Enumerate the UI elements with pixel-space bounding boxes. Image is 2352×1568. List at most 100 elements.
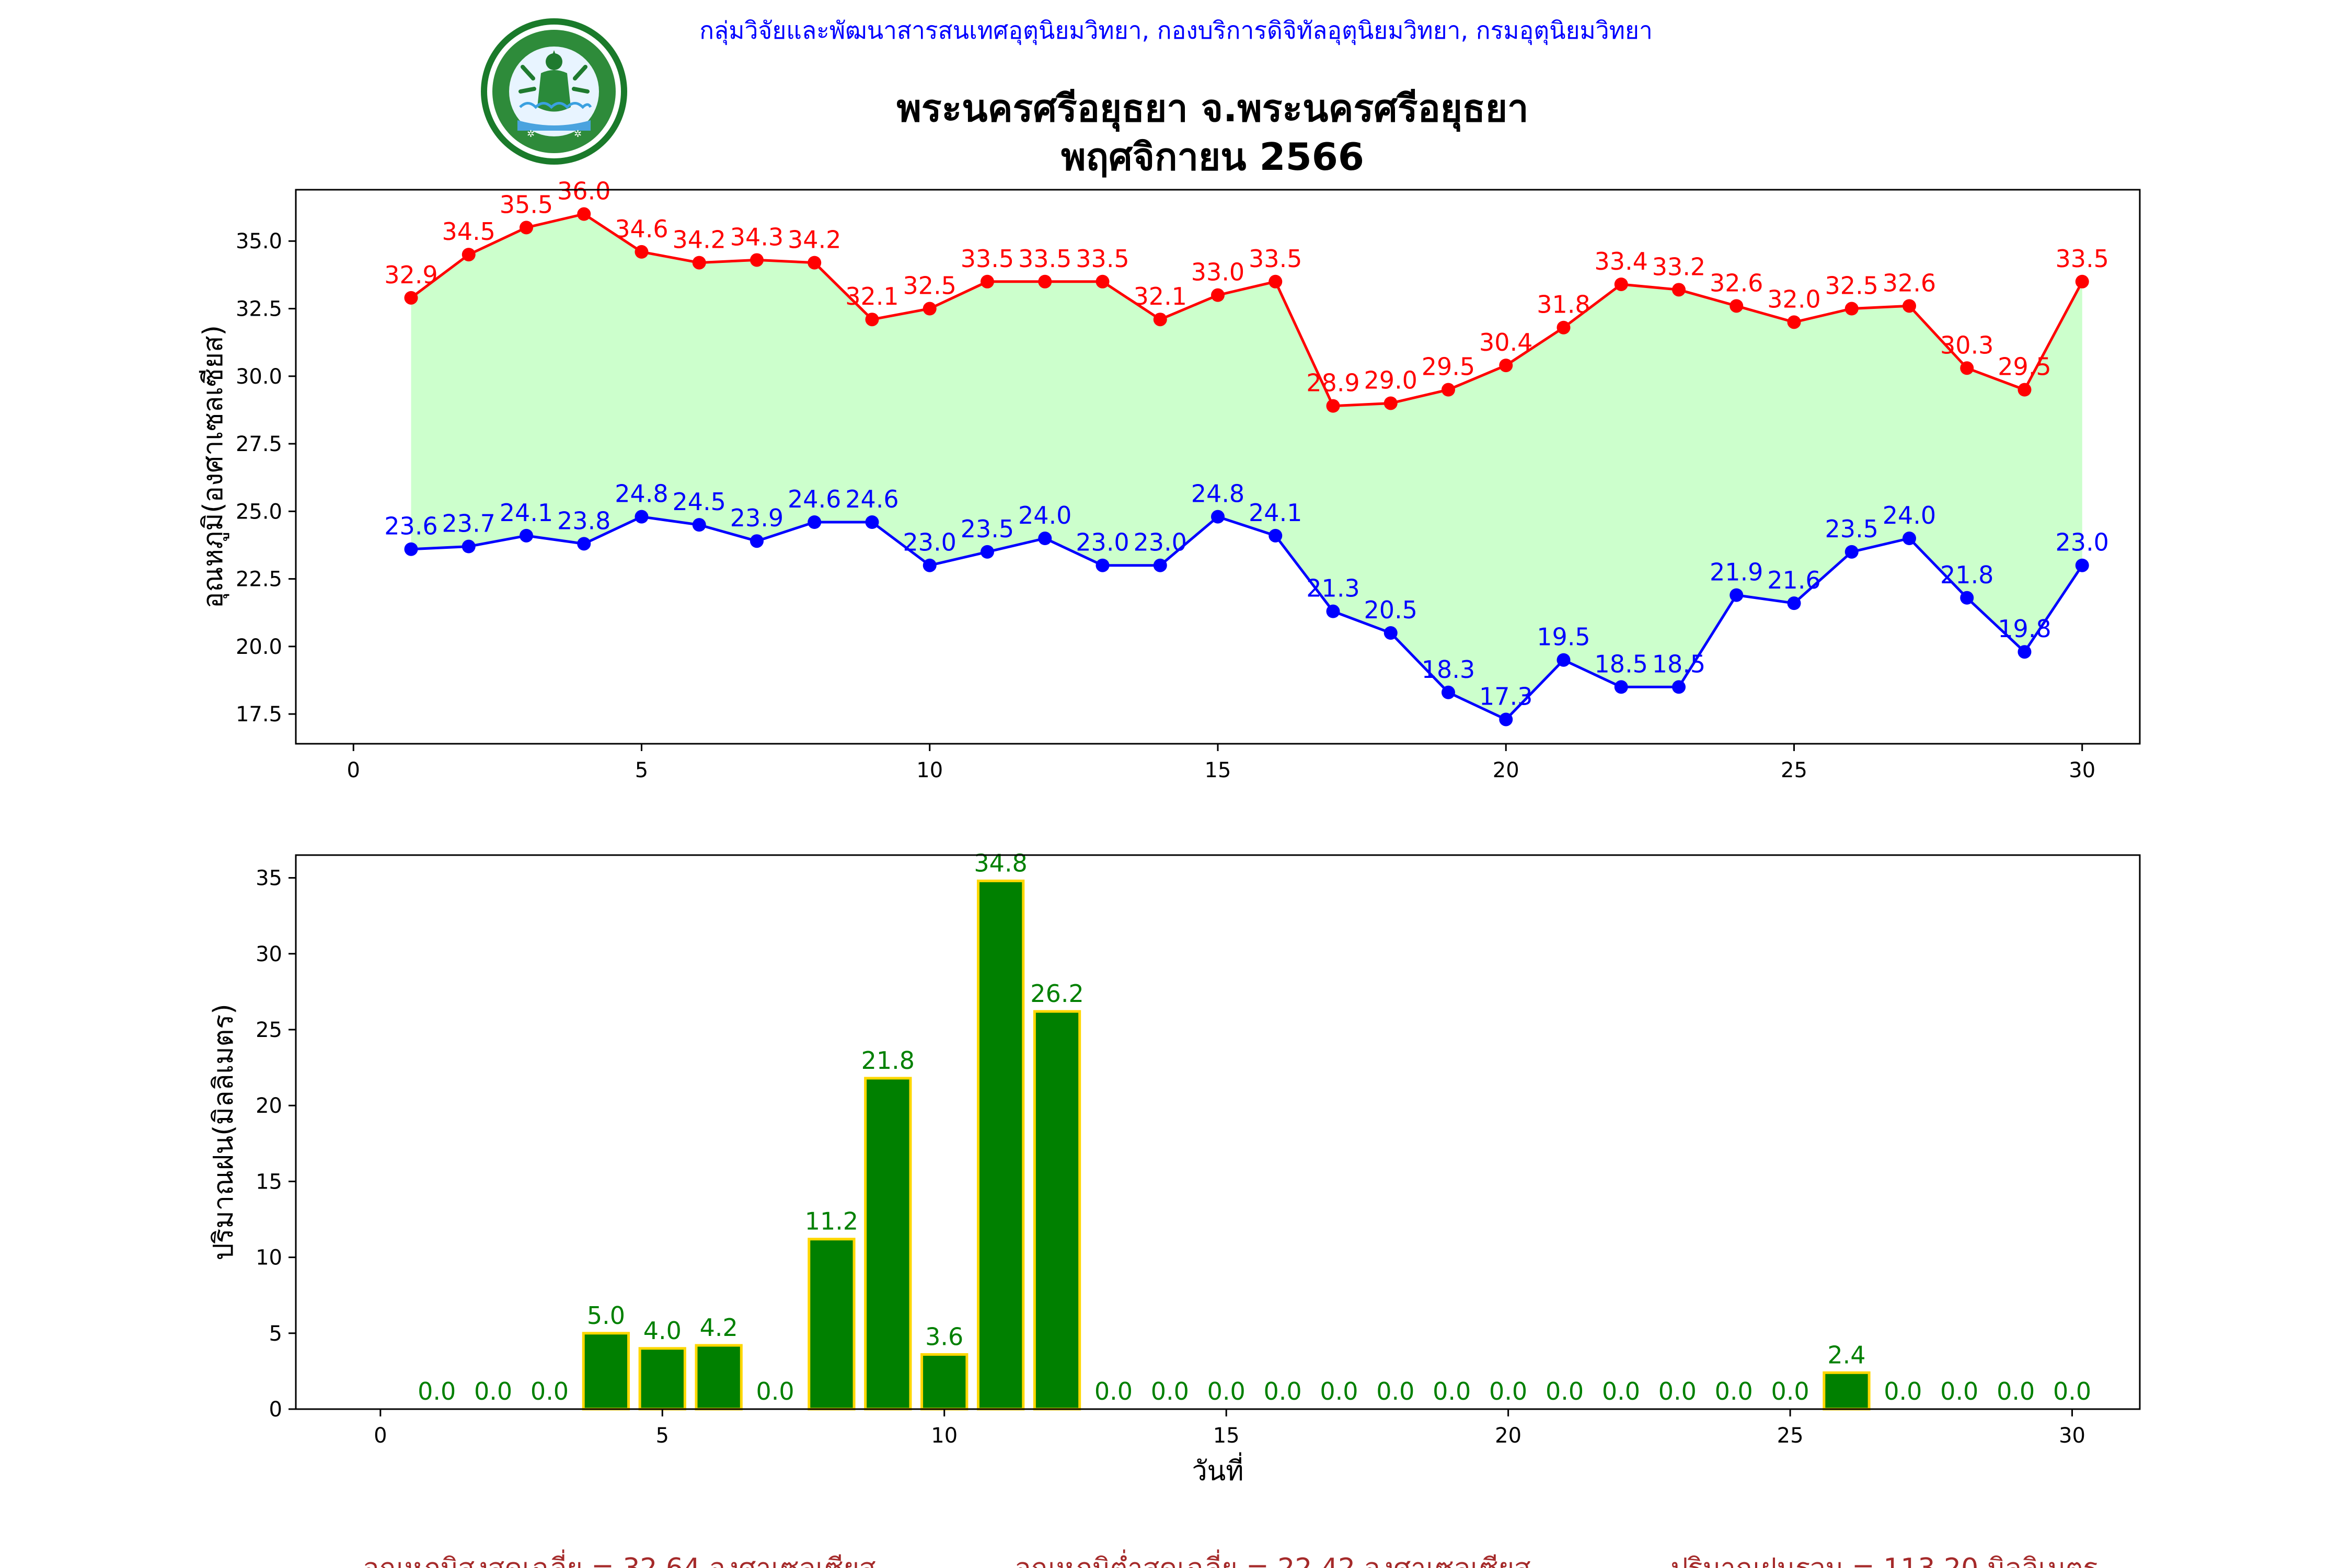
min-temperature-label: 24.0 [1018, 501, 1071, 529]
max-temperature-label: 33.5 [1018, 245, 1071, 273]
min-temperature-label: 23.0 [903, 528, 956, 557]
min-temperature-label: 23.6 [384, 512, 437, 540]
max-temperature-label: 32.1 [1134, 282, 1187, 310]
min-temperature-point [1096, 558, 1110, 572]
rainfall-bar-label: 0.0 [531, 1377, 569, 1405]
rainfall-bar-label: 0.0 [1376, 1377, 1414, 1405]
max-temperature-label: 29.5 [1998, 353, 2051, 381]
min-temperature-point [2075, 558, 2089, 572]
max-temperature-label: 32.6 [1710, 269, 1763, 297]
max-temperature-label: 30.4 [1479, 328, 1532, 356]
min-temperature-label: 24.0 [1883, 501, 1936, 529]
max-temperature-label: 34.6 [615, 215, 668, 243]
temperature-y-tick-label: 30.0 [236, 365, 282, 389]
rainfall-bar-label: 4.2 [700, 1313, 738, 1342]
summary-avg-max: อุณหภูมิสูงสุดเฉลี่ย = 32.64 องศาเซลเซีย… [363, 1549, 876, 1568]
chart-title-month: พฤศจิกายน 2566 [1061, 135, 1364, 179]
min-temperature-point [1153, 558, 1167, 572]
rainfall-bar-label: 0.0 [1658, 1377, 1697, 1405]
temperature-y-tick-label: 32.5 [236, 297, 282, 321]
min-temperature-point [1844, 545, 1859, 559]
max-temperature-label: 34.3 [730, 223, 783, 251]
rainfall-plot-frame [295, 854, 2141, 1410]
min-temperature-label: 18.5 [1652, 650, 1705, 678]
summary-total-rain: ปริมาณฝนรวม = 113.20 มิลลิเมตร [1671, 1553, 2098, 1568]
max-temperature-label: 34.2 [673, 226, 726, 254]
rainfall-bar-label: 0.0 [1151, 1377, 1189, 1405]
rainfall-bar-label: 0.0 [1094, 1377, 1133, 1405]
min-temperature-point [692, 518, 706, 532]
max-temperature-label: 32.5 [903, 272, 956, 300]
rainfall-bar-label: 34.8 [974, 849, 1027, 877]
min-temperature-point [1960, 591, 1974, 605]
min-temperature-point [750, 534, 764, 548]
rainfall-x-tick-label: 30 [2059, 1424, 2085, 1448]
temperature-y-axis-label: อุณหภูมิ(องศาเซลเซียส) [198, 325, 229, 608]
rainfall-chart: 0.0 0.0 0.0 5.0 4.0 4.2 0.0 11.2 21.8 3.6 34.8 26.2… [208, 849, 2141, 1487]
temperature-x-tick-label: 25 [1781, 758, 1807, 782]
max-temperature-label: 34.2 [788, 226, 841, 254]
temperature-x-tick-label: 30 [2069, 758, 2095, 782]
max-temperature-line [410, 212, 2084, 408]
min-temperature-label: 24.5 [673, 488, 726, 516]
max-temperature-point [1442, 383, 1455, 397]
min-temperature-point [1787, 596, 1801, 610]
min-temperature-point [1614, 680, 1628, 694]
rainfall-bar-label: 0.0 [1771, 1377, 1809, 1405]
rainfall-x-tick-label: 5 [656, 1424, 669, 1448]
max-temperature-label: 29.0 [1364, 366, 1417, 394]
max-temperature-point [750, 253, 764, 267]
max-temperature-point [1557, 320, 1571, 335]
max-temperature-label: 32.5 [1825, 272, 1878, 300]
rainfall-y-tick-label: 35 [256, 867, 282, 891]
min-temperature-label: 18.3 [1422, 655, 1475, 684]
rainfall-bar-label: 0.0 [1433, 1377, 1471, 1405]
max-temperature-label: 36.0 [557, 177, 610, 205]
svg-text:✲: ✲ [527, 129, 535, 140]
min-temperature-label: 24.6 [788, 485, 841, 513]
temperature-x-tick-label: 15 [1205, 758, 1231, 782]
min-temperature-point [865, 515, 879, 529]
max-temperature-point [635, 245, 649, 259]
rainfall-x-tick-label: 15 [1213, 1424, 1240, 1448]
min-temperature-point [981, 545, 994, 559]
rainfall-bar-label: 0.0 [418, 1377, 456, 1405]
max-temperature-point [1730, 299, 1744, 313]
temperature-x-tick-label: 10 [916, 758, 943, 782]
min-temperature-label: 23.0 [1134, 528, 1187, 557]
rainfall-bar-label: 0.0 [1320, 1377, 1358, 1405]
max-temperature-point [1153, 313, 1167, 327]
svg-text:✲: ✲ [574, 129, 582, 140]
min-temperature-label: 23.5 [1825, 515, 1878, 543]
min-temperature-label: 20.5 [1364, 596, 1417, 624]
rainfall-y-tick-label: 30 [256, 942, 282, 966]
max-temperature-label: 33.5 [2056, 245, 2109, 273]
max-temperature-label: 33.5 [961, 245, 1014, 273]
rainfall-y-tick-label: 25 [256, 1018, 282, 1042]
min-temperature-point [808, 515, 822, 529]
rainfall-bar-label: 0.0 [1489, 1377, 1527, 1405]
min-temperature-point [1326, 604, 1340, 618]
min-temperature-label: 21.8 [1940, 561, 1993, 589]
rainfall-bar-label: 0.0 [1602, 1377, 1640, 1405]
temperature-x-tick-label: 20 [1493, 758, 1519, 782]
min-temperature-point [1499, 712, 1513, 727]
rainfall-bar-label: 5.0 [587, 1301, 625, 1330]
rainfall-bar-label: 0.0 [474, 1377, 512, 1405]
min-temperature-label: 24.1 [500, 499, 553, 527]
min-temperature-label: 18.5 [1595, 650, 1648, 678]
min-temperature-label: 23.8 [557, 506, 610, 535]
rainfall-bar [920, 1353, 969, 1411]
max-temperature-label: 34.5 [442, 217, 495, 246]
rainfall-bar-label: 26.2 [1030, 979, 1083, 1008]
summary-avg-min: อุณหภูมิต่ำสุดเฉลี่ย = 22.42 องศาเซลเซีย… [1014, 1549, 1530, 1568]
max-temperature-point [808, 256, 822, 270]
rainfall-bar [582, 1332, 630, 1411]
min-temperature-label: 23.5 [961, 515, 1014, 543]
rainfall-bar [976, 879, 1025, 1411]
rainfall-bar [1823, 1371, 1871, 1411]
min-temperature-point [1269, 528, 1283, 543]
rainfall-bar-label: 2.4 [1827, 1341, 1865, 1369]
max-temperature-point [1787, 315, 1801, 329]
